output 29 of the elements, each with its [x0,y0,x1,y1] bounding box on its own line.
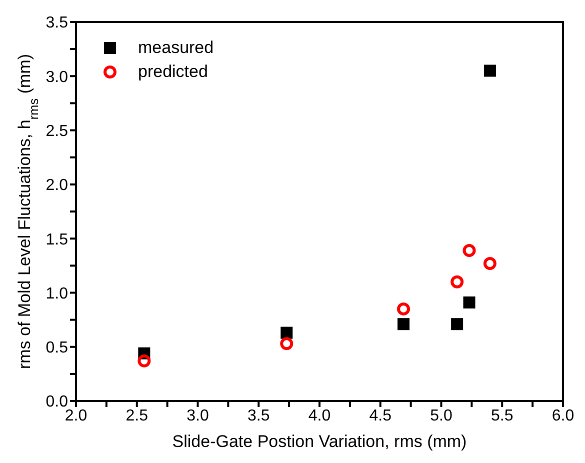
y-tick-label: 2.5 [46,122,68,140]
y-tick-label: 0.5 [46,340,68,357]
point [484,64,496,77]
legend-label: predicted [138,62,208,82]
x-tick-label: 5.0 [430,407,452,424]
y-tick-label: 1.5 [46,231,68,248]
y-tick-label: 2.0 [46,177,68,194]
point [462,244,476,257]
y-tick-label: 1.0 [46,285,68,302]
point [398,318,410,330]
y-tick-label: 3.0 [46,68,68,86]
point [450,275,464,288]
x-tick-label: 4.5 [369,407,392,424]
y-tick-label: 3.5 [46,14,68,32]
x-tick-label: 5.5 [491,407,514,424]
x-tick-label: 3.5 [248,407,270,424]
point [280,337,294,350]
point [451,318,464,330]
x-tick-label: 6.0 [552,407,574,424]
x-tick-label: 2.5 [126,407,148,424]
x-axis-title: Slide-Gate Postion Variation, rms (mm) [172,432,467,451]
point [280,326,293,339]
point [138,354,151,368]
point [397,302,410,316]
x-tick-label: 3.0 [186,407,209,424]
x-tick-label: 4.0 [308,407,331,424]
point [483,256,496,270]
legend-label: measured [138,38,214,58]
point [463,296,476,308]
